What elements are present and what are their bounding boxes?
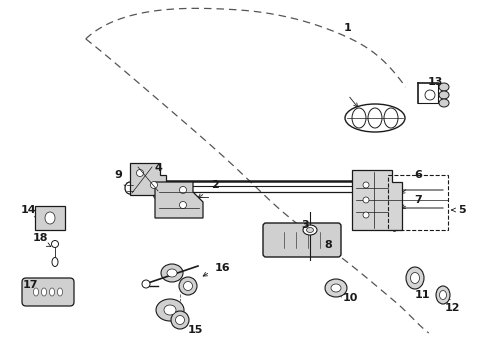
FancyBboxPatch shape bbox=[263, 223, 341, 257]
Ellipse shape bbox=[45, 212, 55, 224]
Ellipse shape bbox=[425, 90, 435, 100]
Ellipse shape bbox=[125, 182, 135, 194]
Text: 1: 1 bbox=[344, 23, 352, 33]
Ellipse shape bbox=[51, 240, 58, 248]
Ellipse shape bbox=[179, 186, 187, 194]
Text: 16: 16 bbox=[214, 263, 230, 273]
Ellipse shape bbox=[164, 305, 176, 315]
Ellipse shape bbox=[331, 284, 341, 292]
Bar bbox=[388, 175, 448, 230]
Ellipse shape bbox=[440, 291, 446, 300]
Text: 13: 13 bbox=[427, 77, 442, 87]
Ellipse shape bbox=[49, 288, 54, 296]
Ellipse shape bbox=[406, 267, 424, 289]
Text: 15: 15 bbox=[187, 325, 203, 335]
Text: 12: 12 bbox=[444, 303, 460, 313]
Ellipse shape bbox=[153, 192, 158, 198]
Ellipse shape bbox=[171, 311, 189, 329]
Ellipse shape bbox=[137, 170, 144, 176]
Ellipse shape bbox=[436, 286, 450, 304]
Ellipse shape bbox=[183, 282, 193, 291]
Text: 18: 18 bbox=[32, 233, 48, 243]
Ellipse shape bbox=[384, 108, 398, 128]
Ellipse shape bbox=[150, 181, 157, 189]
Polygon shape bbox=[35, 206, 65, 230]
Ellipse shape bbox=[307, 228, 314, 233]
Text: 4: 4 bbox=[154, 163, 162, 173]
Text: 10: 10 bbox=[343, 293, 358, 303]
Ellipse shape bbox=[179, 277, 197, 295]
Text: 17: 17 bbox=[22, 280, 38, 290]
Ellipse shape bbox=[363, 182, 369, 188]
Ellipse shape bbox=[439, 91, 449, 99]
Text: 3: 3 bbox=[301, 220, 309, 230]
Ellipse shape bbox=[52, 257, 58, 266]
FancyBboxPatch shape bbox=[22, 278, 74, 306]
Text: 11: 11 bbox=[414, 290, 430, 300]
Ellipse shape bbox=[161, 264, 183, 282]
Text: 7: 7 bbox=[414, 195, 422, 205]
Ellipse shape bbox=[167, 269, 177, 277]
Polygon shape bbox=[130, 163, 166, 195]
Ellipse shape bbox=[352, 108, 366, 128]
Ellipse shape bbox=[156, 299, 184, 321]
Ellipse shape bbox=[439, 99, 449, 107]
Ellipse shape bbox=[325, 279, 347, 297]
Text: 6: 6 bbox=[414, 170, 422, 180]
Ellipse shape bbox=[363, 212, 369, 218]
Ellipse shape bbox=[345, 104, 405, 132]
Ellipse shape bbox=[303, 225, 317, 235]
Ellipse shape bbox=[57, 288, 63, 296]
Ellipse shape bbox=[175, 315, 185, 324]
Text: 2: 2 bbox=[211, 180, 219, 190]
Ellipse shape bbox=[179, 202, 187, 208]
Text: 5: 5 bbox=[458, 205, 466, 215]
Text: 14: 14 bbox=[20, 205, 36, 215]
Ellipse shape bbox=[142, 280, 150, 288]
Text: 8: 8 bbox=[324, 240, 332, 250]
Polygon shape bbox=[155, 182, 203, 218]
Ellipse shape bbox=[33, 288, 39, 296]
Polygon shape bbox=[352, 170, 402, 230]
Text: 9: 9 bbox=[114, 170, 122, 180]
Ellipse shape bbox=[411, 273, 419, 284]
Ellipse shape bbox=[42, 288, 47, 296]
Ellipse shape bbox=[363, 197, 369, 203]
Ellipse shape bbox=[439, 83, 449, 91]
Ellipse shape bbox=[368, 108, 382, 128]
